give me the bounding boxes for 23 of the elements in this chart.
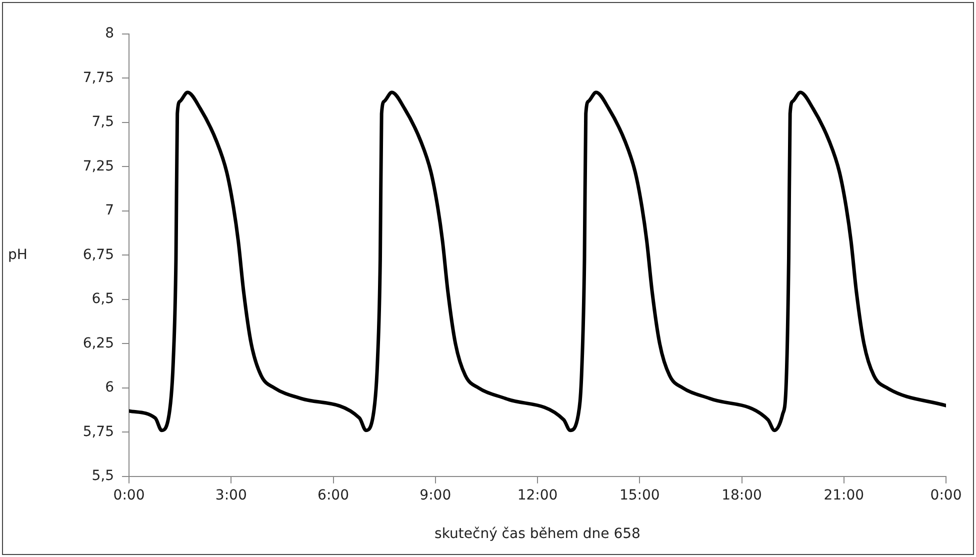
x-tick-label: 15:00	[619, 487, 660, 504]
y-tick-label: 7	[105, 202, 114, 219]
x-axis-title: skutečný čas během dne 658	[434, 526, 640, 542]
y-tick-label: 6,75	[82, 246, 114, 263]
x-tick-label: 6:00	[318, 487, 349, 504]
y-tick-label: 7,75	[82, 70, 114, 86]
x-tick-label: 0:00	[930, 487, 962, 504]
y-axis-title: pH	[8, 246, 28, 263]
x-tick-label: 9:00	[420, 487, 452, 504]
y-tick-label: 7,5	[92, 114, 114, 130]
line-series	[129, 90, 946, 432]
y-tick-label: 6	[105, 380, 114, 396]
y-tick-label: 7,25	[82, 158, 114, 174]
x-tick-label: 12:00	[517, 487, 558, 504]
x-tick-label: 3:00	[215, 487, 247, 504]
y-tick-label: 5,5	[92, 468, 114, 484]
y-tick-label: 6,25	[82, 335, 114, 352]
y-tick-label: 6,5	[92, 291, 114, 308]
x-tick-label: 18:00	[722, 487, 762, 504]
y-tick-label: 8	[105, 26, 114, 42]
x-tick-label: 0:00	[113, 487, 145, 504]
y-tick-label: 5,75	[82, 424, 114, 440]
x-tick-label: 21:00	[824, 487, 864, 504]
